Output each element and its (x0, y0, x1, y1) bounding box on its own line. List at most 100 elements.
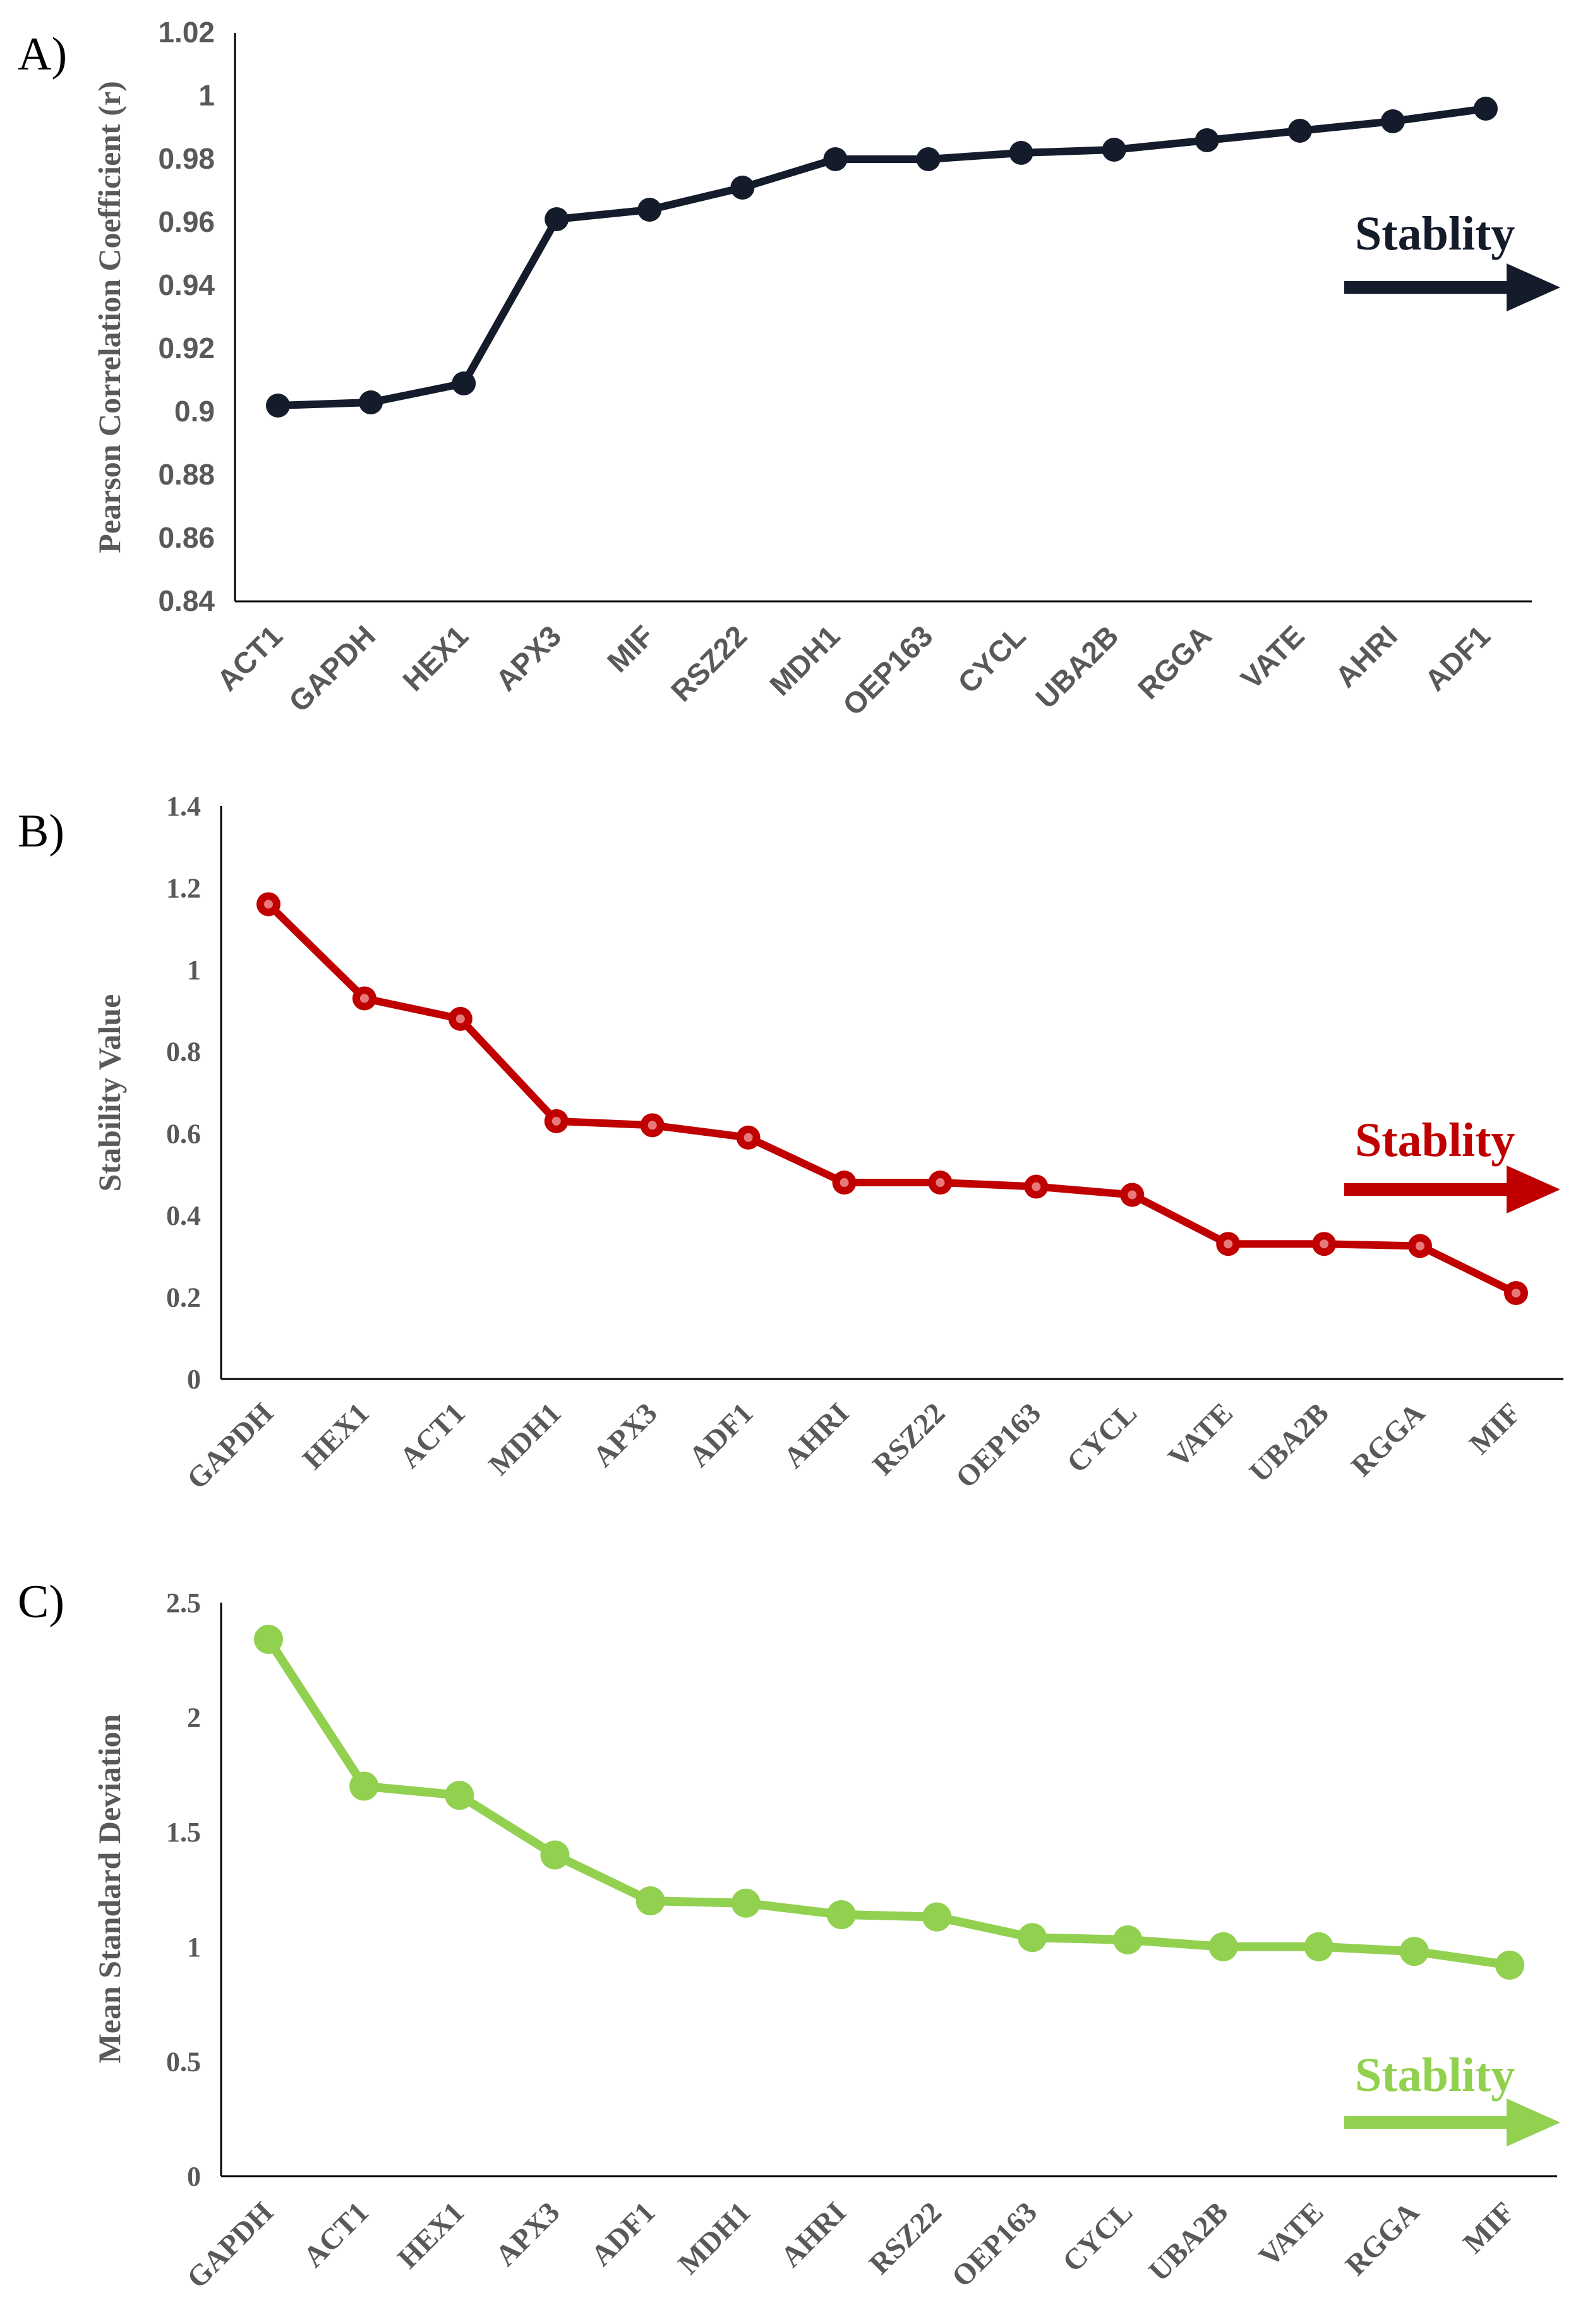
x-tick-label: CYCL (1056, 2196, 1139, 2279)
data-point (826, 1900, 856, 1929)
data-point-highlight (1416, 1241, 1425, 1251)
x-tick-label: APX3 (489, 619, 567, 697)
data-point-highlight (1320, 1239, 1329, 1249)
chart-panel-2: B) 0 0.2 0.4 0.6 0.8 1 1.2 1.4 Stability Value GAP… (18, 791, 1563, 1496)
data-point (922, 1902, 952, 1932)
y-tick-label: 0.4 (166, 1200, 201, 1231)
data-point (1399, 1937, 1429, 1966)
data-point (1102, 138, 1126, 162)
stability-arrow-icon (1344, 263, 1560, 311)
x-tick-label: GAPDH (181, 1397, 280, 1496)
data-point (1287, 119, 1312, 143)
x-tick-label: HEX1 (396, 619, 474, 697)
series-line (264, 1635, 1514, 1970)
x-tick-label: APX3 (587, 1397, 664, 1474)
x-tick-label: GAPDH (282, 619, 382, 718)
x-tick-label: ACT1 (394, 1397, 472, 1475)
y-tick-label: 0.9 (174, 395, 215, 428)
x-tick-label: HEX1 (296, 1397, 375, 1476)
data-point (254, 1625, 283, 1654)
data-point-highlight (551, 1116, 561, 1126)
data-point (1113, 1925, 1143, 1954)
x-tick-label: ACT1 (297, 2196, 375, 2274)
data-point (731, 1888, 761, 1918)
data-point (359, 390, 383, 414)
data-point-highlight (1032, 1182, 1041, 1191)
data-point (916, 147, 941, 171)
data-point (266, 394, 290, 418)
series-line (274, 105, 1490, 409)
data-point (545, 207, 569, 231)
data-point-highlight (647, 1121, 657, 1130)
x-tick-label: MDH1 (672, 2196, 757, 2281)
y-tick-label: 0.84 (158, 584, 215, 617)
y-axis-title: Mean Standard Deviation (92, 1714, 127, 2063)
chart-panel-1: A) 0.84 0.86 0.88 0.9 0.92 0.94 0.96 0.98 1 1.02 Pe… (18, 16, 1560, 722)
data-point (1474, 97, 1498, 121)
data-point (540, 1840, 570, 1870)
data-point (349, 1771, 379, 1801)
stability-annotation: Stablity (1355, 1114, 1515, 1167)
x-tick-label: MDH1 (483, 1397, 568, 1482)
y-tick-label: 1.02 (158, 16, 215, 49)
data-point-highlight (743, 1133, 753, 1142)
data-point-highlight (936, 1178, 945, 1188)
x-tick-label: RSZ22 (665, 619, 754, 708)
data-point-highlight (455, 1014, 465, 1023)
y-tick-label: 0.98 (158, 142, 215, 175)
data-point-highlight (1512, 1288, 1520, 1297)
x-tick-label: MIF (601, 619, 661, 679)
x-tick-label: AHRI (1328, 619, 1404, 694)
y-tick-label: 0.94 (158, 268, 215, 301)
chart-panel-3: C) 0 0.5 1 1.5 2 2.5 Mean Standard Deviation GAP… (18, 1576, 1560, 2295)
y-tick-label: 0.2 (166, 1282, 201, 1313)
y-tick-label: 0.6 (166, 1118, 201, 1149)
panel-label: C) (18, 1576, 64, 1628)
y-tick-label: 1 (198, 79, 215, 112)
x-tick-label: UBA2B (1243, 1397, 1335, 1489)
x-tick-label: CYCL (1061, 1397, 1143, 1479)
y-tick-label: 0.88 (158, 458, 215, 491)
y-tick-label: 1 (187, 954, 201, 985)
x-tick-label: ADF1 (1418, 619, 1496, 697)
x-tick-label: RSZ22 (863, 2196, 948, 2281)
y-tick-label: 1 (187, 1932, 201, 1963)
x-tick-label: AHRI (778, 1397, 856, 1475)
x-tick-label: MIF (1457, 2196, 1520, 2260)
data-point-highlight (1224, 1239, 1233, 1249)
x-tick-label: OEP163 (949, 1397, 1047, 1495)
y-tick-label: 2.5 (166, 1587, 201, 1618)
stability-annotation: Stablity (1355, 207, 1515, 260)
data-point (730, 176, 755, 200)
y-axis-title: Stability Value (92, 994, 127, 1192)
data-point (1380, 109, 1405, 133)
series-line (265, 900, 1520, 1297)
x-tick-label: GAPDH (181, 2196, 280, 2295)
data-point (1018, 1923, 1047, 1953)
data-point (1009, 141, 1033, 165)
data-point (452, 371, 476, 395)
x-tick-label: ADF1 (585, 2196, 662, 2273)
x-tick-label: UBA2B (1029, 619, 1125, 715)
y-tick-label: 0.8 (166, 1037, 201, 1068)
y-tick-label: 0.96 (158, 205, 215, 238)
x-tick-label: OEP163 (946, 2196, 1044, 2294)
x-tick-label: VATE (1234, 619, 1311, 695)
x-tick-label: APX3 (490, 2196, 567, 2273)
x-tick-label: HEX1 (392, 2196, 471, 2275)
x-tick-label: UBA2B (1143, 2196, 1235, 2288)
stability-arrow-icon (1344, 2098, 1560, 2146)
x-tick-label: RGGA (1339, 2196, 1426, 2282)
y-tick-label: 0.92 (158, 332, 215, 364)
y-tick-label: 0.5 (166, 2046, 201, 2077)
x-tick-label: AHRI (774, 2196, 853, 2274)
data-point (445, 1781, 474, 1810)
y-tick-label: 0.86 (158, 521, 215, 554)
x-tick-label: OEP163 (836, 619, 939, 722)
x-tick-label: RGGA (1131, 619, 1218, 706)
stability-arrow-icon (1344, 1165, 1560, 1213)
x-tick-label: RSZ22 (867, 1397, 952, 1482)
data-point-highlight (264, 900, 273, 909)
y-tick-label: 0 (187, 2161, 201, 2192)
